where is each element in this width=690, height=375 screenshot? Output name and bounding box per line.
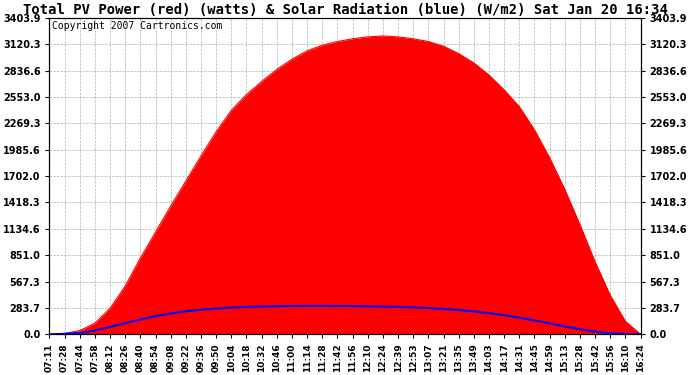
Text: Copyright 2007 Cartronics.com: Copyright 2007 Cartronics.com [52,21,223,31]
Title: Total PV Power (red) (watts) & Solar Radiation (blue) (W/m2) Sat Jan 20 16:34: Total PV Power (red) (watts) & Solar Rad… [23,3,667,17]
